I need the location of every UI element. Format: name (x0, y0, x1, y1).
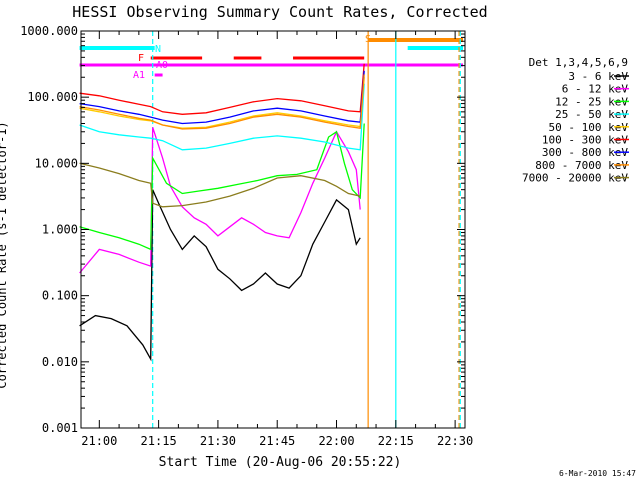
series-line-100-300kev (79, 63, 365, 115)
y-tick-label: 100.000 (27, 90, 78, 104)
legend-label: 3 - 6 keV (568, 70, 628, 83)
x-tick-label: 22:30 (437, 434, 473, 448)
series-line-12-25kev (79, 123, 365, 251)
x-tick-label: 21:45 (259, 434, 295, 448)
x-tick-label: 22:15 (378, 434, 414, 448)
y-tick-label: 1.000 (42, 223, 78, 237)
series-line-800-7000kev (79, 74, 365, 130)
y-tick-label: 10.000 (35, 156, 78, 170)
legend-label: 25 - 50 keV (555, 108, 628, 121)
flag-label-a0: A0 (156, 60, 168, 71)
x-tick-label: 21:15 (141, 434, 177, 448)
legend-label: 50 - 100 keV (549, 121, 629, 134)
legend-title: Det 1,3,4,5,6,9 (529, 56, 628, 69)
legend-label: 7000 - 20000 keV (522, 172, 628, 185)
series-line-300-800kev (79, 70, 365, 125)
legend-label: 12 - 25 keV (555, 95, 628, 108)
x-tick-label: 21:30 (200, 434, 236, 448)
flag-label-n: N (155, 44, 161, 55)
y-tick-label: 1000.000 (20, 24, 78, 38)
legend-label: 6 - 12 keV (562, 83, 629, 96)
y-axis-label: Corrected Count Rate (s-1 detector-1) (0, 121, 9, 388)
series-line-7000-20000kev (79, 162, 361, 208)
flag-label-f: F (138, 53, 144, 64)
series-line-3-6kev (79, 189, 361, 362)
series-line-6-12kev (79, 127, 361, 274)
x-tick-label: 21:00 (81, 434, 117, 448)
flag-label-a1: A1 (133, 70, 145, 81)
legend-label: 300 - 800 keV (542, 146, 628, 159)
y-tick-label: 0.100 (42, 289, 78, 303)
x-axis-label: Start Time (20-Aug-06 20:55:22) (159, 455, 402, 470)
x-tick-label: 22:00 (318, 434, 354, 448)
y-tick-label: 0.001 (42, 421, 78, 435)
series-line-50-100kev (79, 77, 365, 129)
legend-label: 100 - 300 keV (542, 134, 628, 147)
legend-label: 800 - 7000 keV (535, 159, 628, 172)
chart-title: HESSI Observing Summary Count Rates, Cor… (72, 3, 487, 21)
series-line-25-50kev (79, 83, 365, 151)
footer-date: 6-Mar-2010 15:47 (559, 469, 636, 478)
y-tick-label: 0.010 (42, 355, 78, 369)
